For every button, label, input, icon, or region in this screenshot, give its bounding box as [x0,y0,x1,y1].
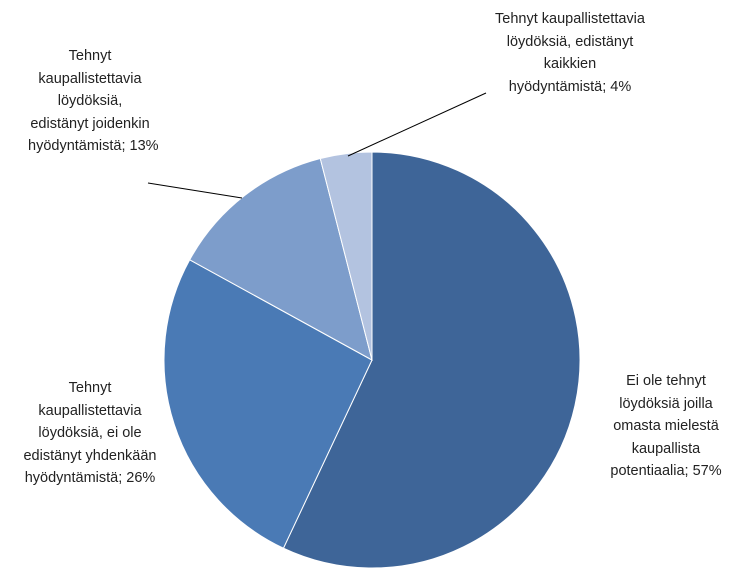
category-label: Tehnyt kaupallistettavia löydöksiä, edis… [28,48,150,154]
slice-label: Tehnyt kaupallistettavia löydöksiä, ei o… [22,377,158,490]
pie-slice [282,151,581,569]
slice-label: Tehnyt kaupallistettavia löydöksiä, edis… [28,45,159,158]
slices [163,151,581,569]
slice-label: Ei ole tehnyt löydöksiä joilla omasta mi… [596,370,736,483]
category-label: Ei ole tehnyt löydöksiä joilla omasta mi… [610,373,719,479]
leader-line [347,92,487,157]
value-label: 57% [692,463,722,479]
pie-slice [319,151,373,361]
category-label: Tehnyt kaupallistettavia löydöksiä, ei o… [23,380,157,486]
value-label: 4% [610,78,632,95]
slice-label: Tehnyt kaupallistettavia löydöksiä, edis… [490,8,650,98]
value-label: 26% [126,470,156,486]
value-label: 13% [129,138,159,154]
category-label: Tehnyt kaupallistettavia löydöksiä, edis… [495,11,645,95]
pie-slice [189,157,373,361]
leader-line [147,182,243,199]
